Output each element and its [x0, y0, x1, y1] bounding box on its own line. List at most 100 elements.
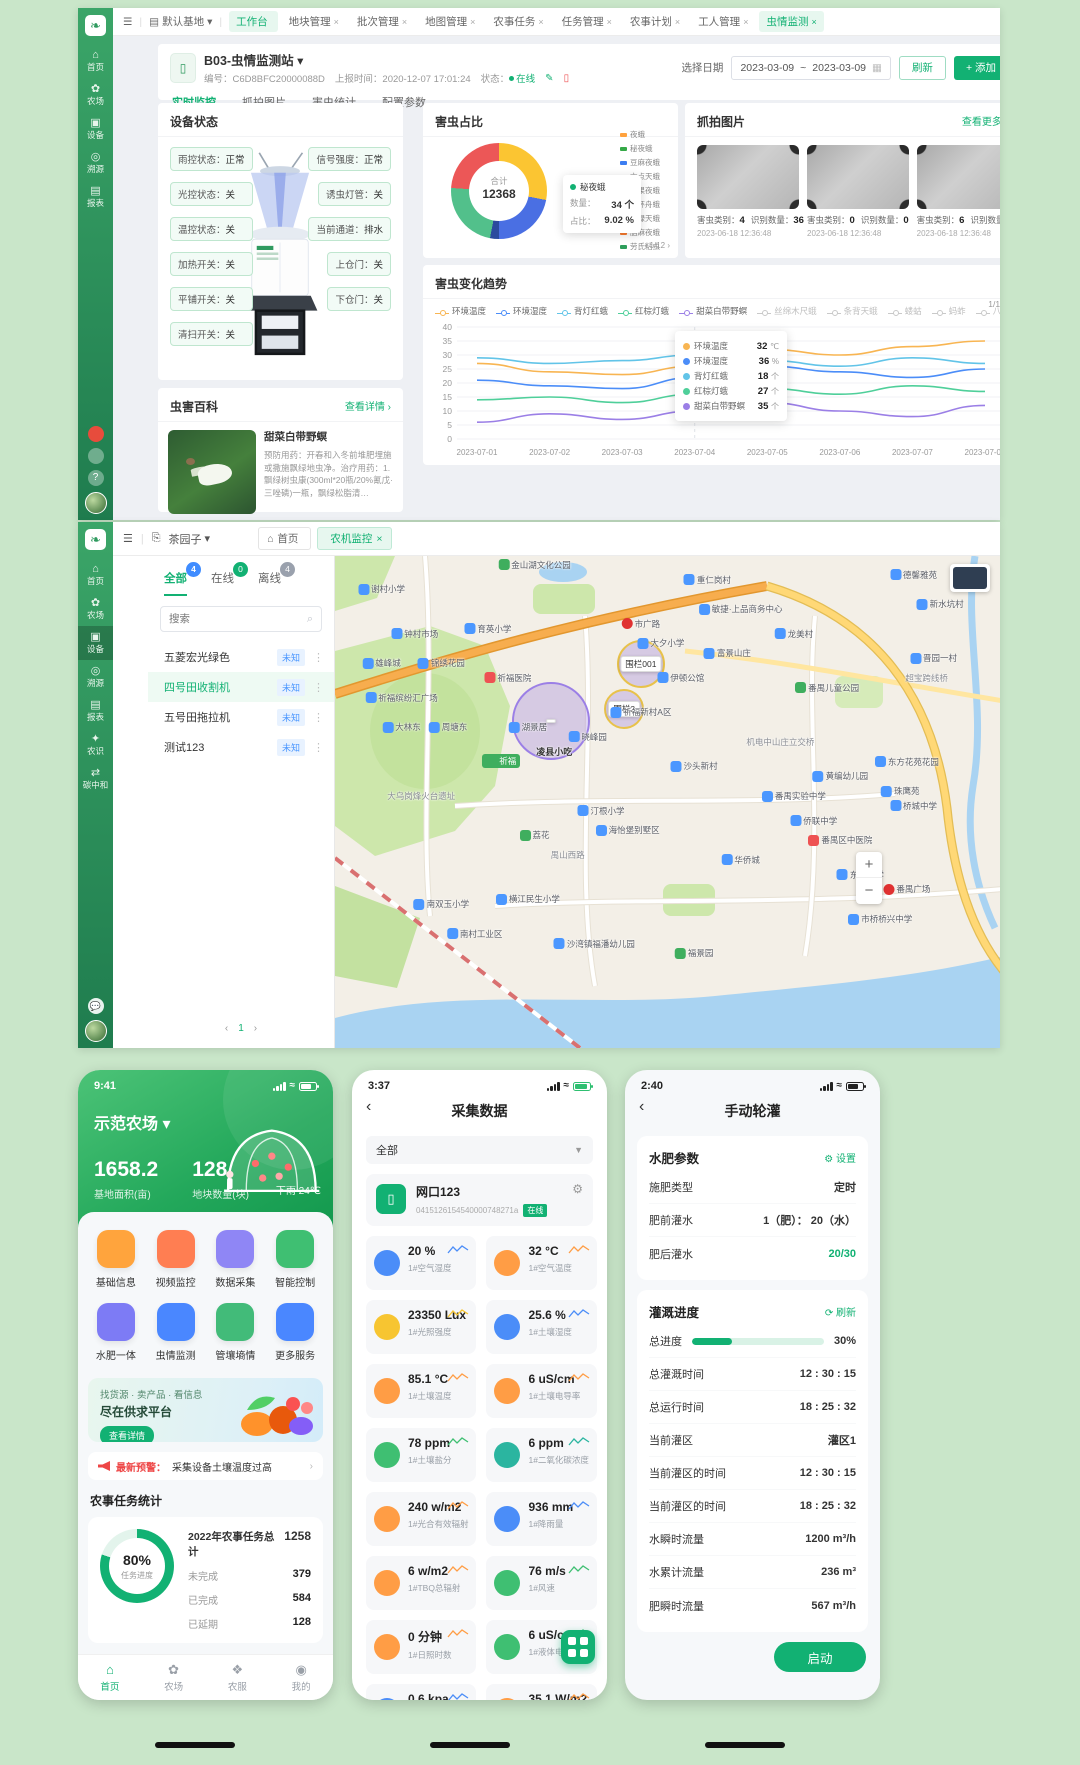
map-poi-label[interactable]: 福景园	[674, 947, 713, 959]
date-range-picker[interactable]: 2023-03-09 ~ 2023-03-09 ▦	[731, 55, 891, 80]
sensor-card[interactable]: 23350 Lux 1#光照强度	[366, 1300, 477, 1354]
capture-item[interactable]: 害虫类别：6 识别数量：18 2023-06-18 12:36:48	[916, 145, 1000, 238]
settings-link[interactable]: ⚙ 设置	[824, 1154, 856, 1165]
map-poi-label[interactable]: 南村工业区	[446, 928, 502, 940]
sidebar-item[interactable]: ⌂ 首页	[78, 558, 113, 592]
map-poi-label[interactable]: 珠鹰苑	[880, 785, 920, 797]
pie-legend-item[interactable]: 劳氏粘虫	[620, 241, 672, 252]
prev-page-icon[interactable]: ‹	[224, 1023, 229, 1034]
start-button[interactable]: 启动	[774, 1642, 866, 1672]
close-tab-icon[interactable]: ×	[333, 16, 339, 27]
close-tab-icon[interactable]: ×	[674, 16, 681, 27]
chevron-right-icon[interactable]: ›	[309, 1460, 313, 1472]
banner-button[interactable]: 查看详情	[100, 1426, 155, 1442]
map-poi-label[interactable]: 海怡堡别墅区	[595, 824, 660, 836]
app-shortcut[interactable]: 视频监控	[146, 1230, 206, 1289]
device-row[interactable]: 测试123 未知 ⋮	[148, 732, 334, 762]
bottom-nav-item[interactable]: ⌂ 首页	[78, 1655, 142, 1700]
chat-icon[interactable]: 💬	[87, 998, 104, 1014]
map-poi-label[interactable]: 侨联中学	[790, 815, 837, 827]
pie-legend-item[interactable]: 夜蛾	[620, 129, 672, 140]
trend-legend-item-disabled[interactable]: 蝼蛄	[887, 305, 922, 317]
map-poi-label[interactable]: 东方花苑花园	[874, 756, 939, 768]
map-poi-label[interactable]: 重仁岗村	[683, 574, 731, 586]
map-poi-label[interactable]: 番禺广场	[883, 883, 930, 895]
sensor-card[interactable]: 936 mm 1#降雨量	[486, 1492, 597, 1546]
sidebar-item[interactable]: ◎ 溯源	[78, 146, 113, 180]
row-more-icon[interactable]: ⋮	[313, 741, 324, 754]
geofence-circle[interactable]	[512, 681, 591, 760]
back-button[interactable]: ‹	[366, 1098, 372, 1115]
refresh-link[interactable]: ⟳ 刷新	[824, 1308, 856, 1319]
device-row[interactable]: 五号田拖拉机 未知 ⋮	[148, 702, 334, 732]
gateway-device-card[interactable]: ▯ 网口123 0415126154540000748271a 在线 ⚙	[366, 1174, 593, 1226]
trend-legend-item-disabled[interactable]: 条背天蛾	[826, 305, 878, 317]
map-poi-label[interactable]: 祈福医院	[484, 672, 531, 684]
list-pagination[interactable]: ‹ 1 ›	[148, 1023, 334, 1034]
capture-photo[interactable]	[916, 145, 1000, 209]
map-poi-label[interactable]: 凌县小吃	[523, 745, 572, 758]
close-tab-icon[interactable]: ×	[401, 16, 408, 27]
close-tab-icon[interactable]: ×	[606, 16, 612, 27]
close-tab-icon[interactable]: ×	[470, 16, 476, 27]
sensor-card[interactable]: 78 ppm 1#土壤盐分	[366, 1428, 477, 1482]
view-more-link[interactable]: 查看更多 ›	[961, 117, 1000, 128]
workspace-tab[interactable]: 地图管理 ×	[418, 11, 482, 32]
map-poi-label[interactable]: 汀根小学	[577, 805, 625, 817]
view-tab[interactable]: ⌂ 首页	[258, 527, 312, 550]
edit-icon[interactable]: ✎	[545, 72, 554, 84]
sensor-card[interactable]: 35.1 W/m2	[486, 1684, 597, 1700]
map-poi-label[interactable]: 新水坑村	[916, 598, 964, 610]
trend-legend-item[interactable]: 红棕灯蛾	[618, 305, 669, 317]
app-shortcut[interactable]: 智能控制	[265, 1230, 325, 1289]
app-shortcut[interactable]: 虫情监测	[146, 1303, 206, 1362]
sidebar-item[interactable]: ✿ 农场	[78, 592, 113, 626]
avatar[interactable]	[84, 492, 107, 514]
trend-legend-item[interactable]: 环境温度	[435, 305, 486, 317]
row-more-icon[interactable]: ⋮	[313, 711, 324, 724]
app-shortcut[interactable]: 更多服务	[265, 1303, 325, 1362]
trend-legend-item[interactable]: 背灯红蛾	[557, 305, 608, 317]
workspace-tab[interactable]: 地块管理 ×	[282, 11, 346, 32]
alert-icon[interactable]	[87, 426, 104, 442]
grid-menu-fab[interactable]	[561, 1630, 595, 1664]
map-poi-label[interactable]: 祈福	[482, 753, 521, 768]
trend-legend-item[interactable]: 甜菜白带野螟	[679, 305, 747, 317]
map-poi-label[interactable]: 大夕小学	[637, 637, 684, 649]
device-row[interactable]: 五菱宏光绿色 未知 ⋮	[148, 642, 334, 672]
app-shortcut[interactable]: 基础信息	[86, 1230, 146, 1289]
sidebar-item[interactable]: ▤ 报表	[78, 694, 113, 728]
sidebar-item[interactable]: ▤ 报表	[78, 180, 113, 214]
app-shortcut[interactable]: 水肥一体	[86, 1303, 146, 1362]
map-poi-label[interactable]: 富景山庄	[703, 647, 751, 659]
map-poi-label[interactable]: 禺山西路	[538, 849, 585, 861]
hamburger-icon[interactable]: ☰	[123, 15, 133, 28]
map-zoom-control[interactable]: + −	[856, 852, 882, 904]
map-poi-label[interactable]: 市桥桥兴中学	[848, 913, 912, 925]
pie-legend-item[interactable]: 秘夜蛾	[620, 143, 672, 154]
close-tab-icon[interactable]: ×	[538, 16, 544, 27]
sidebar-item[interactable]: ⇄ 碳中和	[78, 762, 113, 796]
next-page-icon[interactable]: ›	[253, 1023, 258, 1034]
workspace-tab[interactable]: 任务管理 ×	[555, 11, 619, 32]
add-button[interactable]: + 添加	[953, 55, 1000, 80]
bottom-nav-item[interactable]: ✿ 农场	[142, 1655, 206, 1700]
sensor-card[interactable]: 25.6 % 1#土壤湿度	[486, 1300, 597, 1354]
base-selector[interactable]: ▤ 默认基地 ▾	[149, 15, 213, 29]
sensor-card[interactable]: 0.6 kpa	[366, 1684, 477, 1700]
map-poi-label[interactable]: 祈福缤纷汇广场	[365, 692, 438, 704]
map-view[interactable]: 围栏001 围栏2 金山湖文化公园	[335, 556, 1000, 1048]
view-tab[interactable]: 农机监控 ×	[317, 527, 392, 550]
satellite-style-thumb[interactable]	[953, 567, 987, 589]
map-poi-label[interactable]: 祈福新村A区	[610, 706, 671, 718]
workspace-tab[interactable]: 批次管理 ×	[350, 11, 414, 32]
map-poi-label[interactable]: 黄编幼儿园	[812, 770, 868, 782]
capture-item[interactable]: 害虫类别：4 识别数量：36 2023-06-18 12:36:48	[697, 145, 804, 238]
device-title[interactable]: B03-虫情监测站 ▾	[204, 54, 304, 68]
avatar[interactable]	[84, 1020, 107, 1042]
map-poi-label[interactable]: 谢村小学	[358, 583, 405, 595]
capture-photo[interactable]	[697, 145, 799, 209]
trend-legend-item-disabled[interactable]: 丝绵木尺蛾	[757, 305, 817, 317]
trend-legend-item-disabled[interactable]: 蚂蚱	[931, 305, 966, 317]
trend-legend[interactable]: 环境温度环境湿度背灯红蛾红棕灯蛾甜菜白带野螟丝绵木尺蛾条背天蛾蝼蛄蚂蚱八点灰灯蛾	[423, 299, 1000, 317]
